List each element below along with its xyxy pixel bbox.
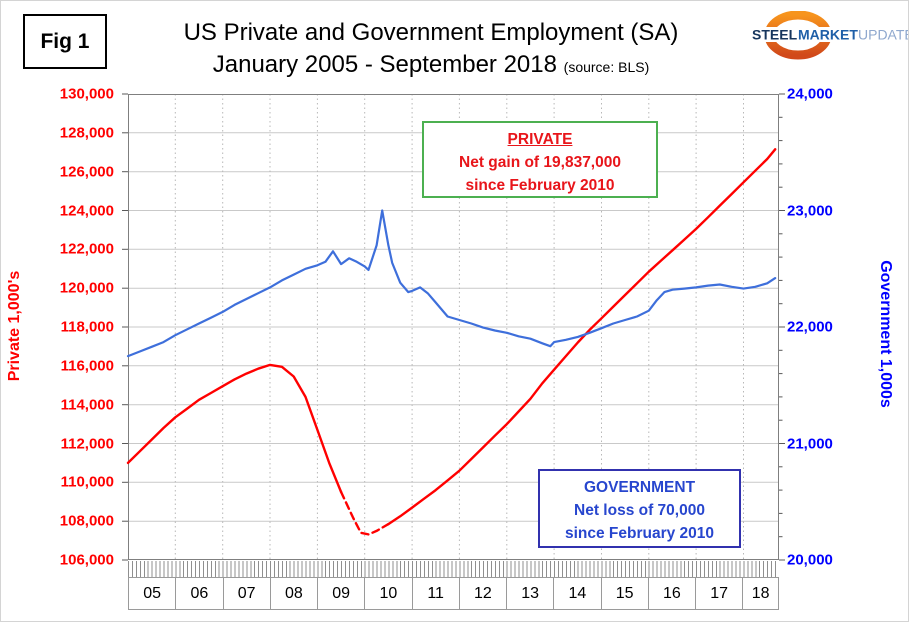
x-axis-year-label: 17 (696, 578, 744, 609)
logo-crescent-icon: STEEL MARKET UPDATE (751, 10, 908, 60)
right-axis-tick-label: 20,000 (787, 551, 833, 569)
left-axis-tick-label: 116,000 (60, 357, 114, 375)
left-axis-tick-label: 128,000 (59, 124, 114, 142)
x-axis-year-label: 05 (129, 578, 177, 609)
left-axis-tick-label: 126,000 (59, 163, 114, 181)
government-annotation-line1: Net loss of 70,000 (574, 502, 705, 519)
left-axis-tick-label: 106,000 (59, 551, 114, 569)
government-annotation-line2: since February 2010 (564, 525, 715, 542)
left-axis-tick-label: 110,000 (60, 473, 114, 491)
government-annotation-title: GOVERNMENT (583, 479, 696, 496)
right-axis-tick-label: 24,000 (787, 85, 833, 103)
x-axis-year-label: 18 (751, 584, 770, 602)
logo-word-update: UPDATE (858, 27, 908, 43)
private-annotation-line2: since February 2010 (465, 177, 615, 194)
private-line (387, 148, 777, 526)
x-axis-year-label: 07 (224, 578, 271, 609)
private-annotation-line1: Net gain of 19,837,000 (459, 154, 621, 171)
chart-source: (source: BLS) (563, 59, 650, 75)
x-axis-year-label: 14 (554, 578, 602, 609)
right-axis-tick-label: 23,000 (787, 202, 833, 219)
x-axis-year-label: 10 (365, 578, 413, 609)
private-line (339, 490, 390, 536)
private-annotation: PRIVATE Net gain of 19,837,000 since Feb… (422, 121, 658, 198)
x-axis-year-labels: 05 06 07 08 09 10 11 12 13 14 15 16 17 18 (128, 577, 779, 610)
left-axis-tick-label: 118,000 (60, 318, 114, 336)
steel-market-update-logo: STEEL MARKET UPDATE (751, 10, 908, 61)
right-axis-tick-label: 21,000 (787, 435, 833, 452)
chart-title: US Private and Government Employment (SA… (183, 19, 679, 46)
logo-word-steel: STEEL (752, 27, 798, 43)
logo-word-market: MARKET (798, 27, 858, 43)
left-axis-tick-label: 124,000 (59, 202, 114, 219)
figure-label-box: Fig 1 (23, 14, 107, 69)
left-axis-tick-label: 112,000 (60, 435, 114, 452)
government-line (126, 209, 777, 358)
x-axis-year-label: 08 (271, 578, 318, 609)
month-tick-band (128, 561, 779, 577)
x-axis-year-label: 15 (602, 578, 649, 609)
chart-subtitle: January 2005 - September 2018 (212, 51, 557, 78)
x-axis-year-label: 12 (460, 578, 507, 609)
x-axis-year-label: 06 (176, 578, 224, 609)
figure-label: Fig 1 (40, 29, 90, 53)
x-axis-year-label: 09 (318, 578, 366, 609)
plot-frame (128, 94, 779, 560)
left-axis-tick-label: 130,000 (59, 85, 114, 103)
left-axis-tick-label: 122,000 (59, 240, 114, 258)
x-axis-year-label: 13 (507, 578, 555, 609)
right-axis-tick-label: 22,000 (787, 318, 833, 336)
government-annotation: GOVERNMENT Net loss of 70,000 since Febr… (538, 469, 741, 548)
left-axis-tick-label: 114,000 (60, 396, 114, 414)
private-line (126, 363, 343, 494)
chart-subtitle-line: January 2005 - September 2018 (source: B… (101, 49, 761, 83)
left-axis-tick-label: 108,000 (59, 512, 114, 530)
left-axis-tick-label: 120,000 (59, 279, 114, 297)
x-axis-year-label: 11 (413, 578, 460, 609)
private-annotation-title: PRIVATE (507, 131, 573, 148)
title-block: US Private and Government Employment (SA… (101, 17, 761, 83)
right-axis-title: Government 1,000s (877, 260, 894, 408)
x-axis-year-label: 16 (649, 578, 696, 609)
